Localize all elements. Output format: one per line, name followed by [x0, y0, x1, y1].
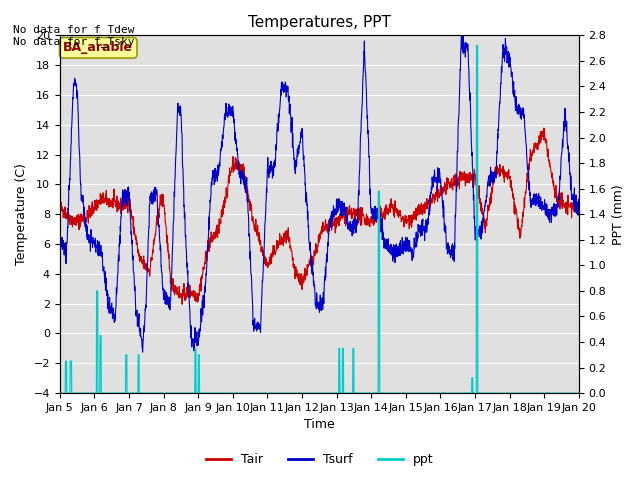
- Legend: Tair, Tsurf, ppt: Tair, Tsurf, ppt: [202, 448, 438, 471]
- Tair: [83, 216, 90, 222]
- ppt: [560, 390, 568, 396]
- Tsurf: [459, 31, 467, 36]
- Tair: [561, 204, 568, 210]
- X-axis label: Time: Time: [304, 419, 335, 432]
- ppt: [575, 390, 582, 396]
- Tsurf: [83, 228, 90, 234]
- ppt: [465, 390, 472, 396]
- Title: Temperatures, PPT: Temperatures, PPT: [248, 15, 391, 30]
- Tsurf: [560, 123, 568, 129]
- Tair: [575, 207, 582, 213]
- Y-axis label: Temperature (C): Temperature (C): [15, 163, 28, 265]
- Tsurf: [295, 151, 303, 156]
- ppt: [56, 390, 63, 396]
- Tair: [56, 202, 63, 208]
- Text: No data for f_Tdew
No data for f_Tsky: No data for f_Tdew No data for f_Tsky: [13, 24, 134, 48]
- Tsurf: [561, 128, 568, 133]
- Tair: [308, 258, 316, 264]
- Tsurf: [465, 75, 473, 81]
- Y-axis label: PPT (mm): PPT (mm): [612, 184, 625, 245]
- Tsurf: [56, 237, 63, 242]
- Line: Tsurf: Tsurf: [60, 34, 579, 352]
- ppt: [294, 390, 302, 396]
- Text: BA_arable: BA_arable: [63, 41, 133, 54]
- Line: ppt: ppt: [60, 46, 579, 393]
- Tsurf: [308, 259, 316, 264]
- Tair: [560, 202, 568, 207]
- ppt: [308, 390, 316, 396]
- ppt: [83, 390, 90, 396]
- Tair: [540, 125, 548, 131]
- ppt: [560, 390, 568, 396]
- Tsurf: [575, 202, 582, 208]
- Tair: [465, 174, 472, 180]
- ppt: [473, 43, 481, 48]
- Tair: [295, 271, 303, 276]
- Line: Tair: Tair: [60, 128, 579, 304]
- Tair: [178, 301, 186, 307]
- Tsurf: [139, 349, 147, 355]
